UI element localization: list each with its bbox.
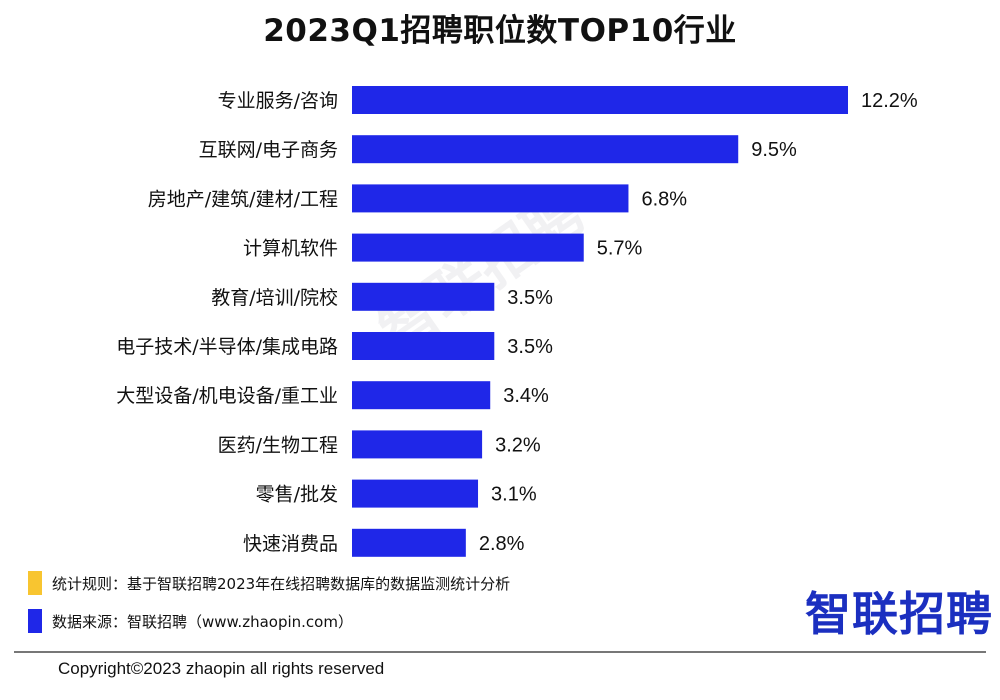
- legend-swatch-blue: [28, 609, 42, 633]
- zhaopin-logo: 智联招聘: [805, 587, 993, 641]
- value-label: 2.8%: [479, 533, 525, 555]
- legend-rule: 统计规则：基于智联招聘2023年在线招聘数据库的数据监测统计分析: [28, 571, 510, 595]
- value-label: 3.1%: [491, 484, 537, 506]
- bar: [352, 381, 491, 410]
- bar: [352, 528, 466, 557]
- value-label: 3.4%: [503, 385, 549, 407]
- category-label: 大型设备/机电设备/重工业: [116, 385, 338, 407]
- value-label: 3.5%: [507, 287, 553, 309]
- category-label: 教育/培训/院校: [211, 287, 338, 309]
- category-label: 房地产/建筑/建材/工程: [148, 188, 338, 210]
- value-label: 6.8%: [641, 188, 687, 210]
- legend-rule-text: 统计规则：基于智联招聘2023年在线招聘数据库的数据监测统计分析: [52, 574, 511, 593]
- divider: [14, 651, 986, 653]
- legend-swatch-yellow: [28, 571, 42, 595]
- bar: [352, 479, 479, 508]
- chart-title: 2023Q1招聘职位数TOP10行业: [263, 13, 737, 49]
- category-label: 专业服务/咨询: [218, 90, 338, 112]
- category-label: 电子技术/半导体/集成电路: [116, 336, 338, 358]
- value-label: 5.7%: [597, 238, 643, 260]
- category-label: 互联网/电子商务: [199, 139, 338, 161]
- value-label: 12.2%: [861, 90, 918, 112]
- bar: [352, 86, 848, 114]
- bar-chart: 专业服务/咨询 12.2% 互联网/电子商务 9.5% 房地产/建筑/建材/工程 6.8%…: [116, 86, 918, 557]
- category-label: 医药/生物工程: [218, 434, 338, 456]
- bar: [352, 184, 629, 213]
- value-label: 9.5%: [751, 139, 797, 161]
- value-label: 3.5%: [507, 336, 553, 358]
- bar: [352, 233, 584, 262]
- bar: [352, 282, 495, 311]
- legend-source: 数据来源：智联招聘（www.zhaopin.com）: [28, 609, 353, 633]
- value-label: 3.2%: [495, 434, 541, 456]
- category-label: 零售/批发: [256, 484, 338, 506]
- bar: [352, 332, 495, 360]
- copyright: Copyright©2023 zhaopin all rights reserv…: [58, 659, 385, 678]
- bar: [352, 135, 739, 164]
- category-label: 计算机软件: [243, 238, 338, 260]
- bar: [352, 430, 483, 459]
- category-label: 快速消费品: [243, 533, 338, 555]
- legend-source-text: 数据来源：智联招聘（www.zhaopin.com）: [52, 612, 353, 631]
